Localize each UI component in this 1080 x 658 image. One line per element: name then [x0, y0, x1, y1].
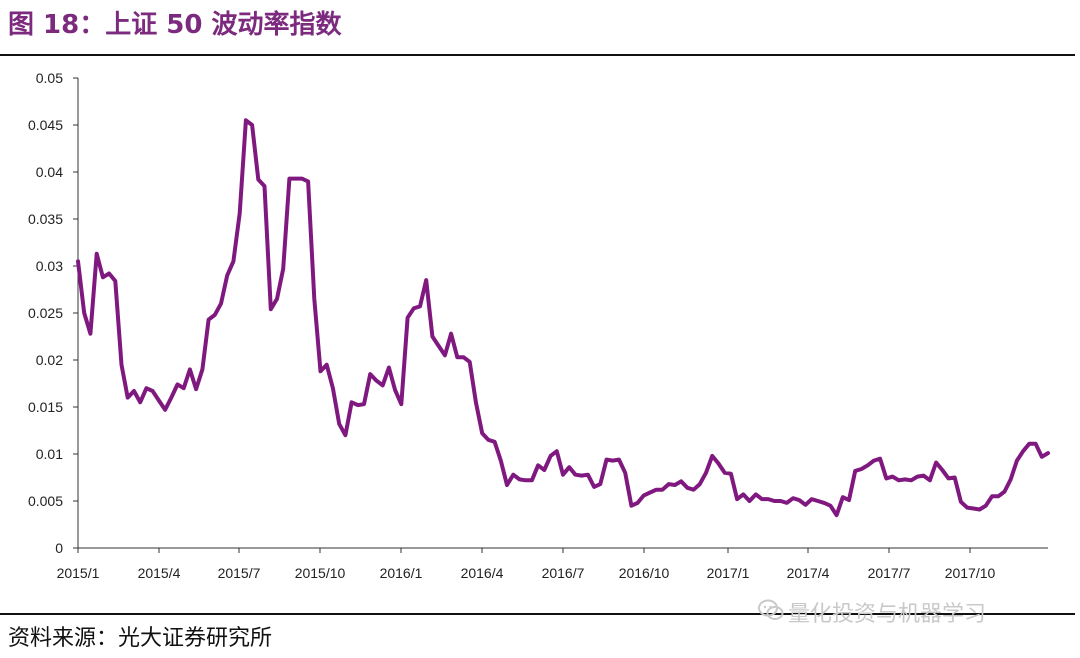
wechat-icon	[758, 599, 784, 627]
y-tick-label: 0.045	[28, 117, 63, 133]
y-tick-label: 0.015	[28, 399, 63, 415]
x-tick-label: 2015/7	[218, 565, 261, 581]
volatility-line-chart: 0 0.005 0.01 0.015 0.02 0.025 0.03 0.035 0.04 0.0…	[28, 70, 1050, 581]
y-tick-label: 0.02	[36, 352, 63, 368]
x-axis-ticks: 2015/1 2015/4 2015/7 2015/10 2016/1 2016/4 201…	[57, 548, 996, 581]
y-tick-label: 0.025	[28, 305, 63, 321]
y-tick-label: 0.04	[36, 164, 63, 180]
source-note: 资料来源：光大证券研究所	[8, 626, 273, 651]
x-tick-label: 2017/4	[787, 565, 830, 581]
chart-title: 图 18：上证 50 波动率指数	[8, 10, 342, 40]
x-tick-label: 2015/4	[138, 565, 181, 581]
y-tick-label: 0.005	[28, 493, 63, 509]
y-tick-label: 0	[55, 540, 63, 556]
y-tick-label: 0.01	[36, 446, 63, 462]
x-tick-label: 2017/10	[945, 565, 996, 581]
bottom-divider	[0, 613, 1075, 615]
watermark: 量化投资与机器学习	[758, 596, 986, 628]
x-tick-label: 2016/4	[461, 565, 504, 581]
x-tick-label: 2016/7	[542, 565, 585, 581]
x-tick-label: 2016/10	[619, 565, 670, 581]
watermark-text: 量化投资与机器学习	[788, 602, 987, 627]
x-tick-label: 2017/1	[707, 565, 750, 581]
top-divider	[0, 54, 1075, 56]
y-axis-ticks: 0 0.005 0.01 0.015 0.02 0.025 0.03 0.035 0.04 0.0…	[28, 70, 78, 556]
y-tick-label: 0.035	[28, 211, 63, 227]
y-tick-label: 0.05	[36, 70, 63, 86]
chart-axes	[77, 78, 1048, 549]
x-tick-label: 2015/10	[295, 565, 346, 581]
x-tick-label: 2015/1	[57, 565, 100, 581]
x-tick-label: 2016/1	[380, 565, 423, 581]
series-line-sse50-volatility	[76, 118, 1050, 518]
x-tick-label: 2017/7	[868, 565, 911, 581]
y-tick-label: 0.03	[36, 258, 63, 274]
